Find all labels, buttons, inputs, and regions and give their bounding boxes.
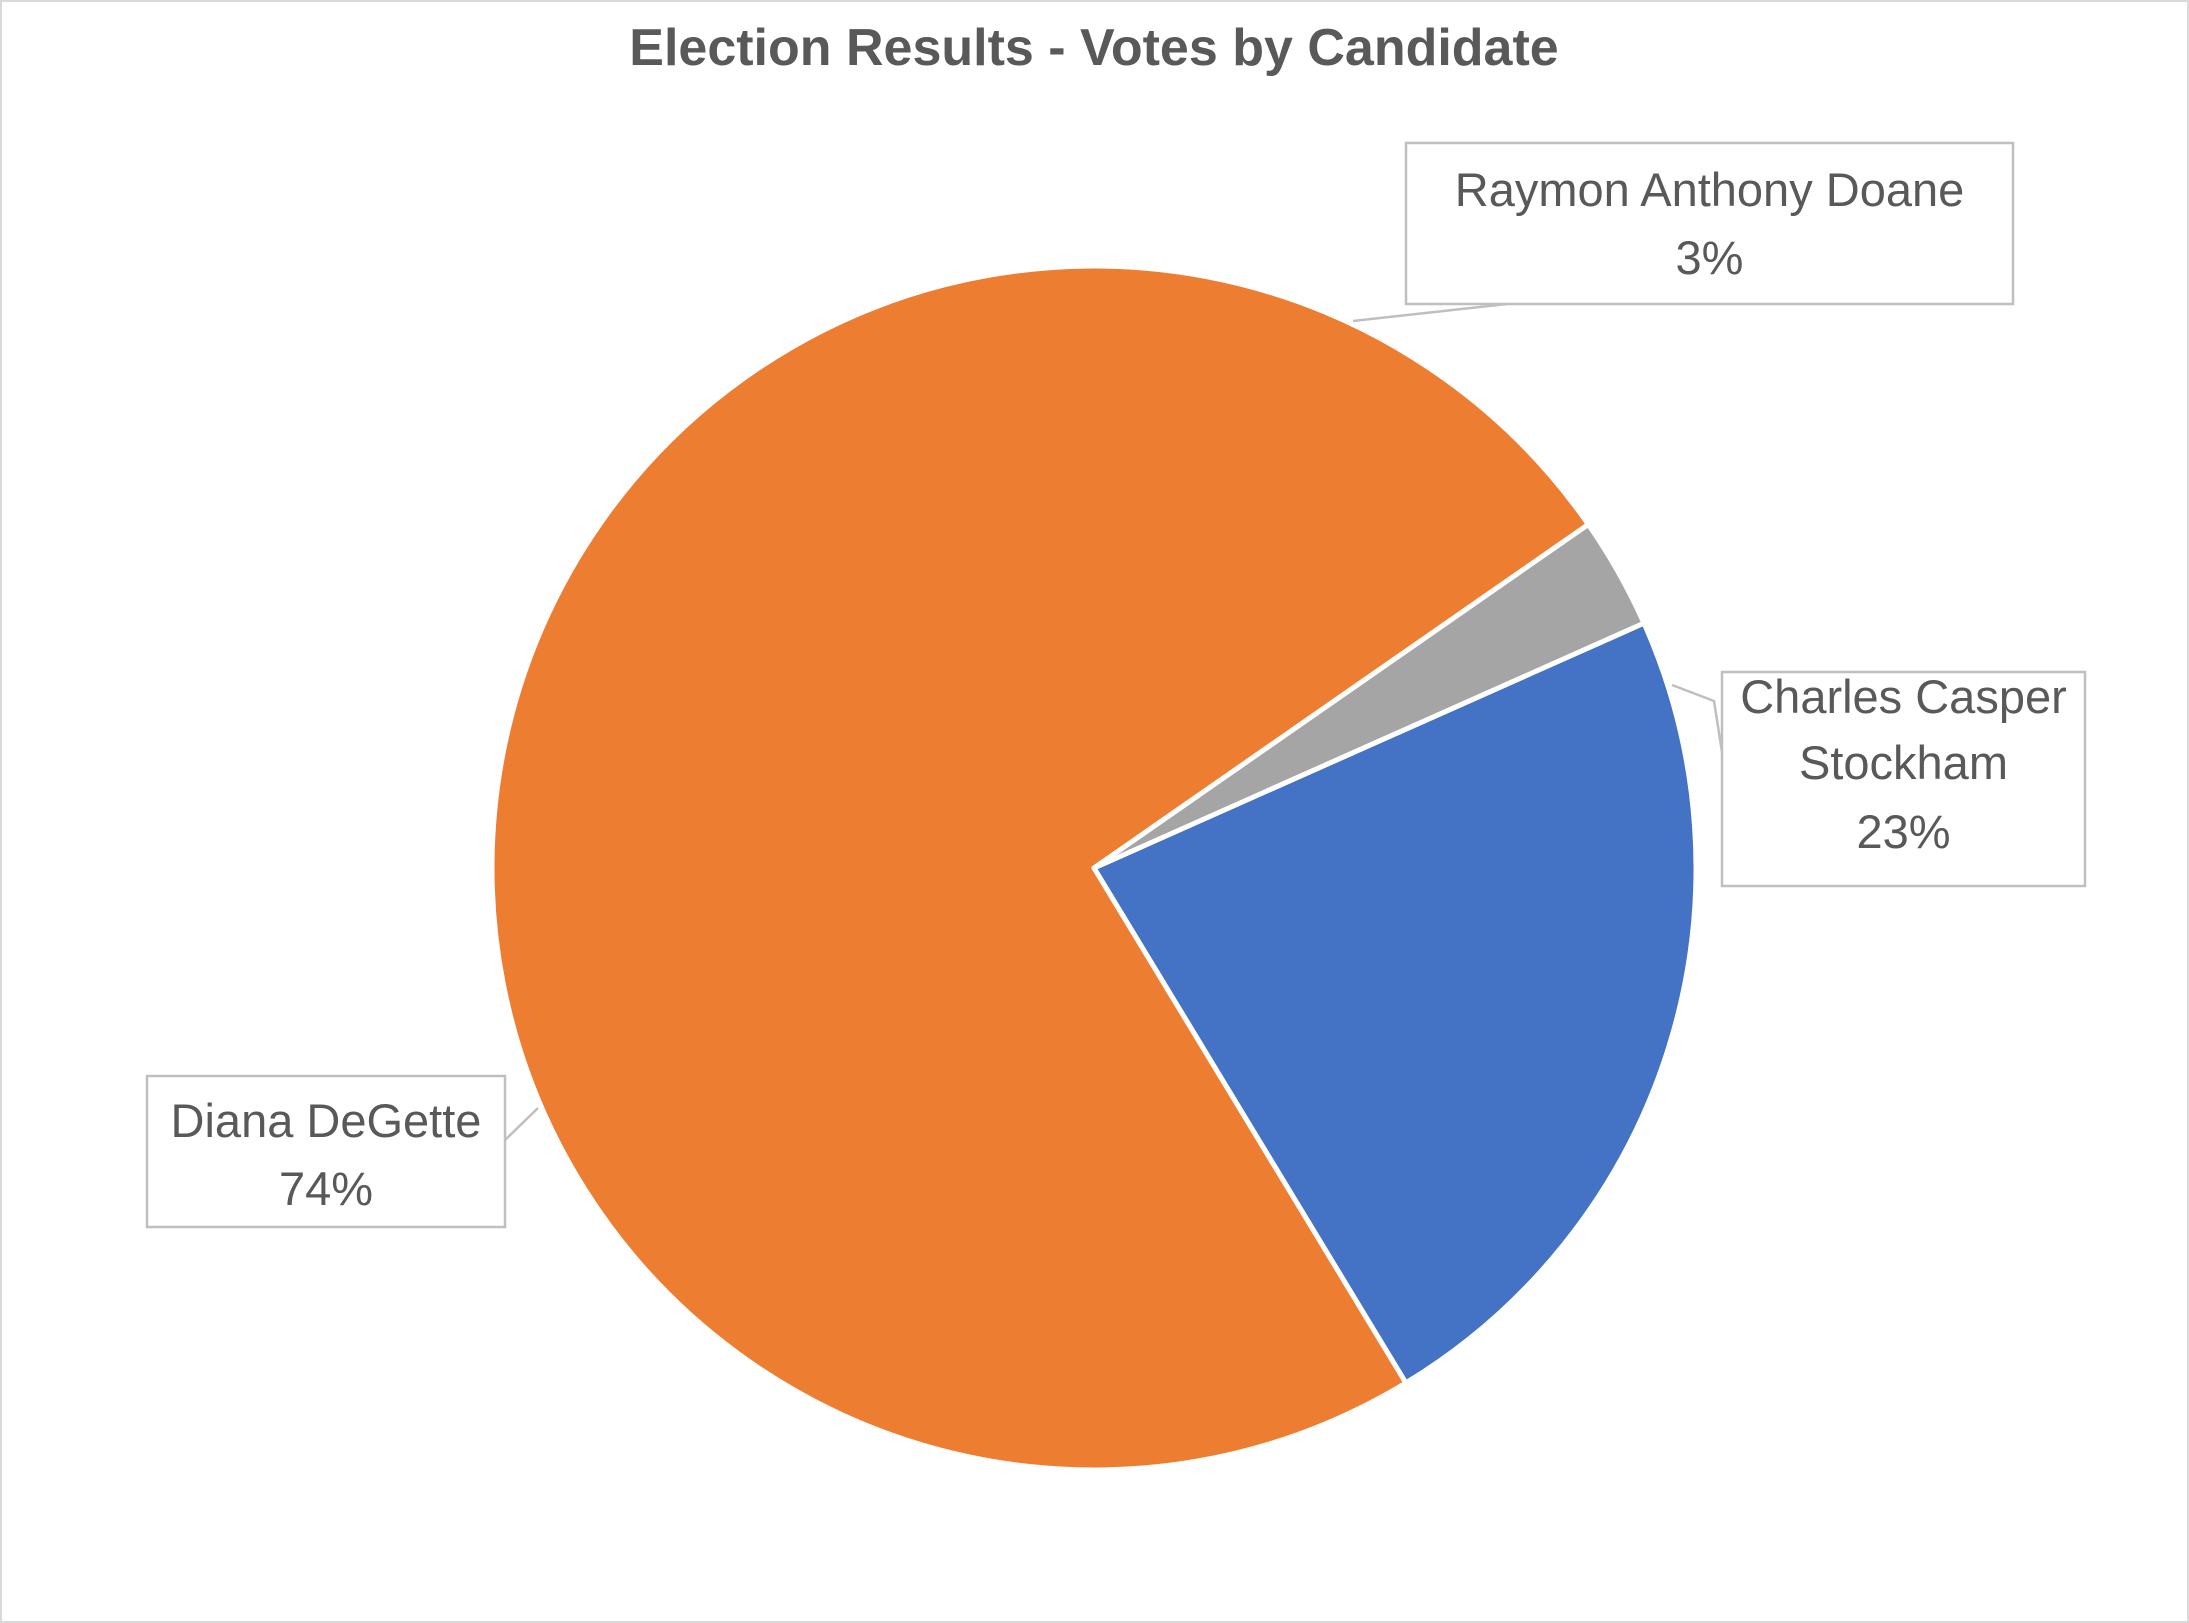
leader-line xyxy=(1671,683,1724,753)
leader-line xyxy=(503,1107,539,1143)
label-name: Charles Casper xyxy=(1740,670,2067,723)
leader-line xyxy=(1352,302,1508,323)
label-name: Diana DeGette xyxy=(171,1094,482,1147)
label-name: Raymon Anthony Doane xyxy=(1455,163,1965,216)
label-name: Stockham xyxy=(1799,736,2008,789)
pie-slices xyxy=(489,263,1699,1473)
label-box xyxy=(1720,670,2087,888)
label-percent: 74% xyxy=(279,1162,373,1215)
pie-slice-diana-degette xyxy=(489,263,1591,1473)
label-percent: 23% xyxy=(1856,805,1950,858)
data-label-diana-degette: Diana DeGette 74% xyxy=(145,1074,539,1229)
data-labels: Charles Casper Stockham 23% Diana DeGette 74… xyxy=(145,141,2087,1229)
pie-slice-charles-casper-stockham xyxy=(1091,620,1699,1386)
label-box xyxy=(1404,141,2015,306)
data-label-charles-casper-stockham: Charles Casper Stockham 23% xyxy=(1671,670,2087,888)
data-label-raymon-anthony-doane: Raymon Anthony Doane 3% xyxy=(1352,141,2015,323)
label-percent: 3% xyxy=(1676,231,1744,284)
chart-title: Election Results - Votes by Candidate xyxy=(629,19,1558,77)
label-box xyxy=(145,1074,507,1229)
pie-slice-raymon-anthony-doane xyxy=(1091,521,1647,871)
